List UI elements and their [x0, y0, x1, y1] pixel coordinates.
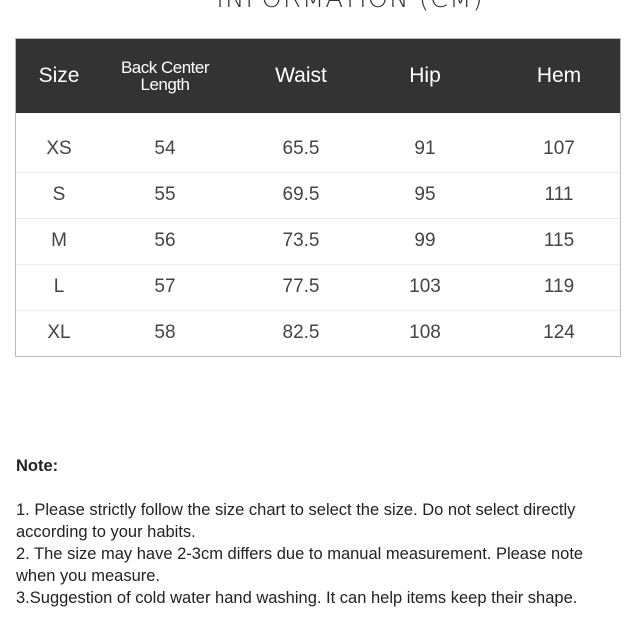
- table-cell: 107: [543, 138, 575, 159]
- row-divider: [16, 218, 620, 219]
- table-cell: M: [51, 230, 67, 251]
- table-cell: 99: [414, 230, 436, 251]
- column-header: Hip: [409, 64, 441, 87]
- table-header: [16, 39, 620, 113]
- row-divider: [16, 172, 620, 173]
- size-table: Size Back Center Length Waist Hip Hem XS 54 65.…: [15, 38, 621, 357]
- table-cell: 82.5: [282, 322, 320, 343]
- table-cell: 91: [414, 138, 436, 159]
- note-item: 3.Suggestion of cold water hand washing.…: [16, 589, 578, 607]
- table-cell: XS: [46, 138, 72, 159]
- table-cell: 56: [154, 230, 176, 251]
- table-cell: 58: [154, 322, 176, 343]
- title: INFORMATION (CM): [0, 0, 640, 14]
- table-cell: 69.5: [282, 184, 320, 205]
- column-header: Waist: [275, 64, 327, 87]
- table-cell: 54: [154, 138, 176, 159]
- note-item: 1. Please strictly follow the size chart…: [16, 501, 576, 541]
- table-cell: 119: [543, 276, 575, 297]
- table-cell: 55: [154, 184, 176, 205]
- table-cell: 73.5: [282, 230, 320, 251]
- row-divider: [16, 310, 620, 311]
- table-cell: 108: [409, 322, 441, 343]
- table-cell: S: [52, 184, 66, 205]
- table-cell: XL: [47, 322, 71, 343]
- row-divider: [16, 264, 620, 265]
- note-title: Note:: [16, 457, 59, 475]
- table-cell: 77.5: [282, 276, 320, 297]
- note: Note: 1. Please strictly follow the size…: [16, 455, 616, 609]
- column-header: Size: [38, 64, 80, 87]
- table-cell: L: [53, 276, 65, 297]
- table-cell: 111: [544, 184, 574, 205]
- note-item: 2. The size may have 2-3cm differs due t…: [16, 545, 584, 585]
- table-cell: 57: [154, 276, 176, 297]
- column-header: Back Center Length: [120, 58, 210, 94]
- table-cell: 124: [543, 322, 575, 343]
- table-cell: 65.5: [282, 138, 320, 159]
- table-cell: 95: [414, 184, 436, 205]
- table-cell: 115: [543, 230, 575, 251]
- table-cell: 103: [409, 276, 441, 297]
- column-header: Hem: [536, 64, 582, 87]
